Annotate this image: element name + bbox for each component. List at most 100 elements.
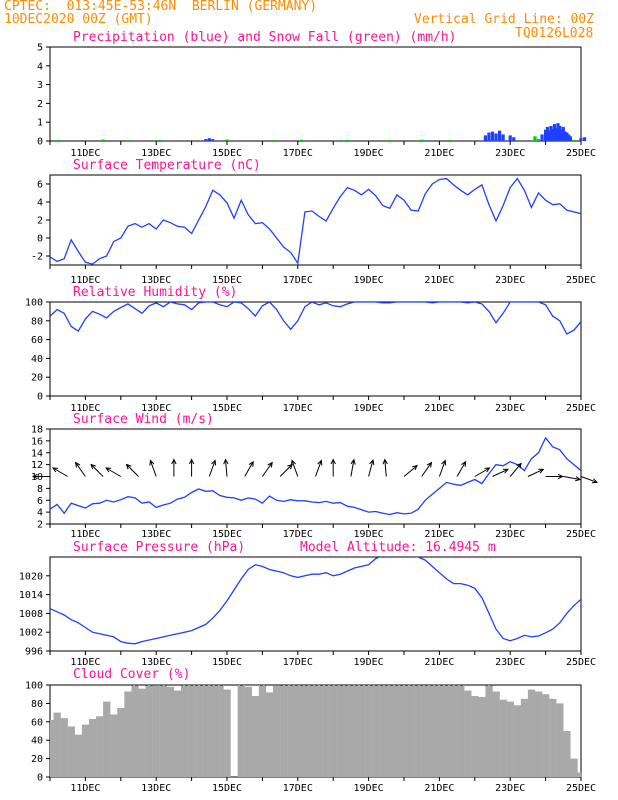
x-tick-label: 13DEC: [141, 148, 171, 159]
cloud-cover-bar: [244, 686, 252, 777]
x-tick-label: 19DEC: [354, 529, 384, 540]
y-tick-label: 4: [37, 198, 43, 209]
wind-arrowhead: [74, 461, 81, 468]
precip-bar: [582, 137, 587, 141]
x-tick-label: 23DEC: [495, 403, 525, 414]
panel-4: 11DEC 13DEC 15DEC 17DEC 19DEC 21DEC 23DEC 25DEC…: [19, 540, 596, 668]
precip-bar: [508, 135, 512, 141]
wind-vector: [368, 459, 374, 477]
wind-vector: [492, 468, 509, 477]
y-tick-label: 1: [37, 118, 43, 129]
cloud-cover-bar: [88, 719, 97, 777]
cloud-cover-bar: [400, 685, 408, 777]
wind-arrowhead: [330, 458, 336, 465]
snowfall-bar: [420, 139, 424, 141]
plot-frame: [49, 174, 582, 266]
wind-vector: [291, 460, 299, 477]
snowfall-bar: [536, 139, 541, 141]
wind-vector: [421, 462, 432, 477]
cloud-cover-bar: [301, 685, 309, 777]
y-tick-label: 18: [31, 425, 43, 436]
cloud-cover-bar: [166, 686, 175, 777]
cloud-cover-bar: [350, 685, 359, 777]
cloud-cover-bar: [393, 685, 401, 777]
cloud-cover-bar: [223, 689, 231, 777]
wind-arrowhead: [211, 459, 217, 466]
x-tick-label: 19DEC: [354, 148, 384, 159]
wind-vector: [350, 459, 355, 477]
cloud-cover-bar: [216, 685, 224, 777]
panel-annotation: Model Altitude: 16.4945 m: [300, 540, 496, 555]
cloud-cover-bar: [549, 698, 557, 777]
cloud-cover-bar: [357, 685, 366, 777]
header-code: TQ0126L028: [515, 26, 594, 41]
cloud-cover-bar: [209, 685, 217, 777]
x-tick-label: 21DEC: [424, 529, 454, 540]
snowfall-bar: [225, 139, 229, 141]
precip-bar: [497, 130, 502, 141]
cloud-cover-bar: [414, 685, 422, 777]
cloud-cover-bar: [315, 685, 323, 777]
wind-vector: [90, 464, 104, 477]
header-date: 10DEC2020 00Z (GMT): [4, 12, 153, 27]
y-tick-label: 1008: [19, 609, 43, 620]
cloud-cover-bar: [53, 712, 61, 777]
cloud-cover-bar: [103, 701, 111, 777]
cloud-cover-bar: [577, 772, 582, 777]
wind-vector: [384, 459, 387, 477]
precip-bar: [549, 125, 553, 141]
snowfall-bar: [158, 139, 162, 141]
x-tick-label: 13DEC: [141, 529, 171, 540]
precip-bar: [556, 123, 560, 141]
x-tick-label: 25DEC: [566, 275, 596, 286]
cloud-cover-bar: [442, 685, 451, 777]
x-tick-label: 11DEC: [70, 275, 100, 286]
precip-bar: [552, 124, 557, 141]
wind-vector: [580, 476, 598, 483]
wind-vector: [509, 463, 522, 477]
y-tick-label: 80: [31, 316, 43, 327]
wind-vector: [261, 462, 273, 477]
wind-arrowhead: [317, 459, 323, 466]
snowfall-bar: [271, 140, 275, 141]
snowfall-bar: [299, 139, 303, 141]
y-tick-label: 996: [25, 647, 43, 658]
wind-arrowhead: [412, 464, 418, 471]
cloud-cover-bar: [478, 696, 486, 777]
y-tick-label: 1020: [19, 571, 43, 582]
precip-bar: [567, 134, 571, 141]
cloud-cover-bar: [556, 703, 564, 777]
cloud-cover-bar: [365, 685, 373, 777]
y-tick-label: 3: [37, 80, 43, 91]
cloud-cover-bar: [280, 685, 288, 777]
wind-arrowhead: [369, 458, 375, 466]
x-tick-label: 17DEC: [283, 275, 313, 286]
precip-bar: [565, 132, 569, 141]
cloud-cover-bar: [428, 685, 437, 777]
wind-arrowhead: [125, 463, 132, 470]
panel-3: 11DEC 13DEC 15DEC 17DEC 19DEC 21DEC 23DEC 25DEC…: [31, 412, 599, 540]
cloud-cover-bar: [202, 685, 210, 777]
cloud-cover-bar: [265, 692, 274, 777]
cloud-cover-bar: [464, 690, 472, 777]
y-tick-label: 0: [37, 392, 43, 403]
panel-title: Surface Pressure (hPa): [73, 540, 245, 555]
precip-bar: [483, 135, 488, 141]
precip-bar: [211, 139, 215, 141]
precip-bar: [558, 125, 562, 141]
x-tick-label: 11DEC: [70, 783, 100, 794]
wind-arrowhead: [502, 468, 509, 474]
cloud-cover-bar: [294, 685, 302, 777]
cloud-cover-bar: [421, 685, 429, 777]
cloud-cover-bar: [542, 694, 550, 777]
y-tick-label: 80: [31, 699, 43, 710]
wind-arrowhead: [575, 476, 582, 482]
snowfall-bar: [388, 140, 392, 141]
panel-title: Relative Humidity (%): [73, 285, 237, 300]
wind-arrowhead: [223, 458, 229, 465]
cloud-cover-bar: [435, 685, 444, 777]
y-tick-label: 16: [31, 436, 43, 447]
y-tick-label: 4: [37, 508, 43, 519]
wind-vector: [456, 461, 467, 477]
